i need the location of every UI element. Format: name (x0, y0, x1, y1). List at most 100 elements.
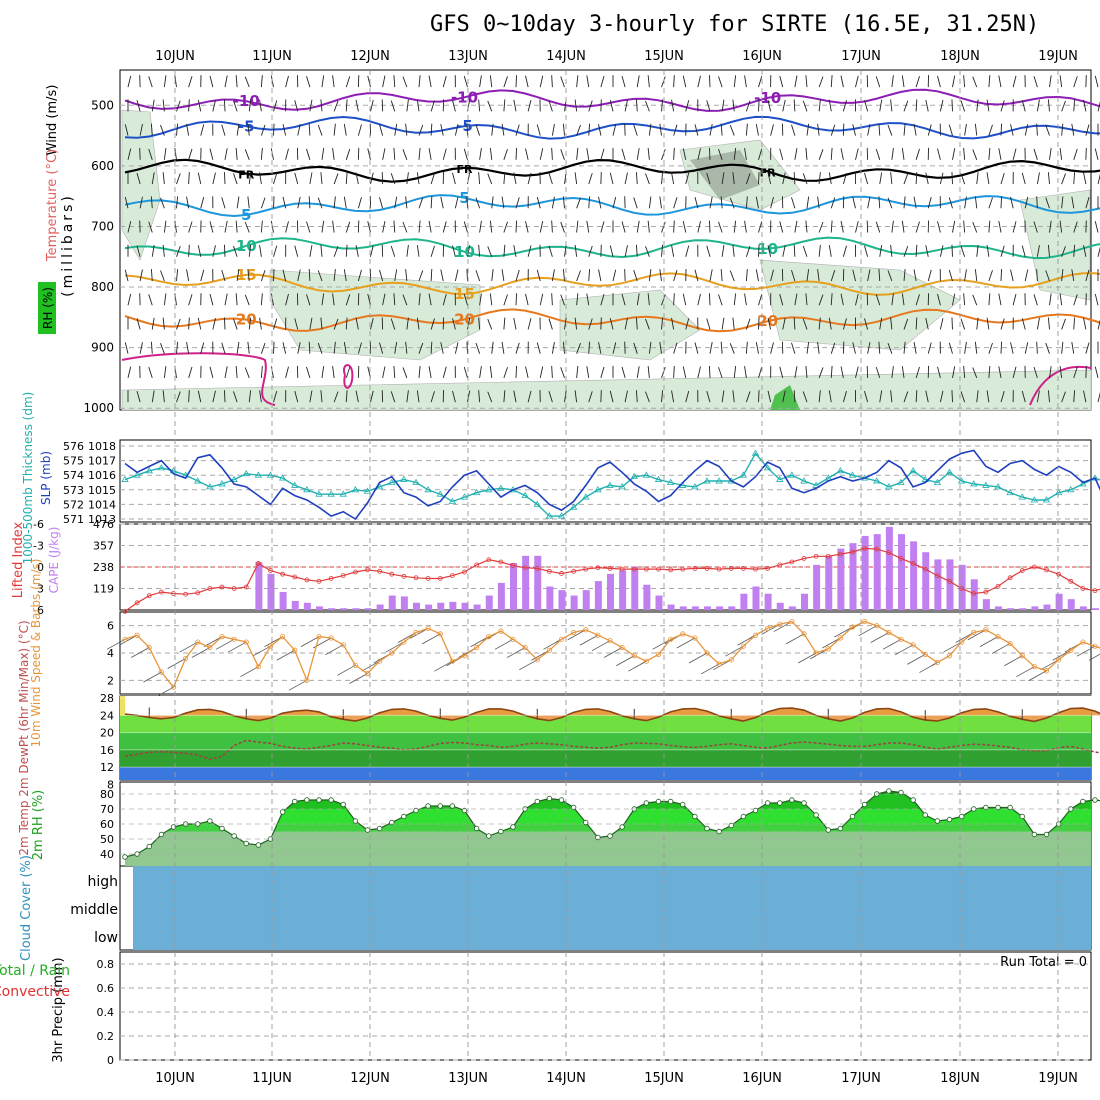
wind-barb (842, 390, 847, 403)
wind-barb (852, 124, 856, 136)
cloud-level-label: low (94, 930, 118, 946)
cape-bar (461, 602, 469, 610)
wind-barb (802, 318, 808, 330)
wind-barb (233, 318, 238, 330)
wind-barb (393, 365, 396, 378)
wind-barb (188, 76, 193, 88)
cape-bar (497, 582, 505, 610)
wind-barb (151, 390, 155, 403)
wind-barb (501, 341, 505, 354)
wind-barb (745, 173, 751, 185)
wind-barb (867, 342, 871, 354)
wind-barb (513, 172, 517, 185)
wind-barb (247, 123, 250, 136)
wind-barb (576, 366, 579, 378)
temp-tick: 16 (100, 744, 114, 757)
rh-point (898, 789, 904, 796)
thickness-point (388, 478, 396, 485)
cape-bar (413, 602, 420, 610)
thickness-point (897, 478, 905, 485)
thickness-point (521, 491, 529, 499)
wind-barb (986, 244, 990, 257)
wind-speed-point (655, 651, 662, 657)
thickness-point (569, 503, 578, 510)
wind-barb (903, 100, 909, 112)
day-label-bottom: 19JUN (1038, 1071, 1078, 1086)
wind-barb (682, 75, 687, 88)
wind-barb (163, 293, 167, 306)
rh-tick: 60 (100, 818, 114, 831)
li-point (959, 586, 965, 591)
li-point (158, 589, 164, 595)
wind-barb (671, 390, 675, 403)
wind-barb (503, 317, 506, 330)
wind-barb (1000, 245, 1005, 257)
wind-barb (793, 390, 796, 403)
wind-barb (805, 220, 808, 233)
wind-barb (186, 123, 190, 136)
wind-barb (964, 341, 967, 354)
wind-barb-10m (870, 632, 890, 643)
wind-barb (903, 391, 909, 403)
li-point (1068, 578, 1074, 584)
thickness-point (982, 481, 990, 488)
wind-barb (960, 100, 966, 112)
wind-barb (260, 270, 266, 282)
thickness-point (654, 475, 663, 482)
wind-barb (744, 366, 747, 378)
wind-barb (887, 197, 893, 209)
cape-bar (995, 606, 1002, 610)
wind-barb (1021, 100, 1026, 112)
cape-bar (946, 559, 954, 610)
wind-barb (732, 99, 735, 112)
li-point (255, 561, 261, 566)
wind-barb (818, 390, 821, 403)
wind-barb (454, 124, 459, 136)
wind-barb (887, 343, 893, 354)
wind-barb (221, 269, 226, 282)
wind-barb (151, 172, 155, 185)
wind-barb (317, 342, 323, 354)
li-point (583, 566, 589, 572)
wind-speed-point (1068, 647, 1074, 653)
wind-barb (720, 269, 723, 282)
wind-barb (706, 172, 711, 185)
rh-point (910, 797, 916, 803)
wind-speed-point (558, 636, 565, 642)
wind-barb-10m (494, 638, 514, 650)
wind-speed-point (740, 643, 746, 649)
wind-barb (879, 390, 883, 403)
wind-barb (744, 293, 747, 306)
wind-barb (1073, 221, 1078, 233)
wind-barb (588, 391, 593, 403)
pressure-tick: 700 (91, 219, 114, 233)
wind-barb (370, 318, 374, 330)
wind-barb (828, 390, 832, 403)
wind-speed-point (413, 629, 419, 636)
wind-barb (333, 269, 336, 282)
wind-barb (671, 245, 675, 257)
cloud-level-label: middle (70, 902, 118, 918)
panel-frame-slp (119, 439, 1092, 523)
cape-bar (631, 566, 639, 610)
thickness-point (666, 478, 675, 485)
wind-barb (830, 293, 833, 306)
rh-point (292, 798, 298, 805)
thickness-point (315, 490, 323, 497)
thickness-point (957, 477, 966, 484)
wind-barb (452, 390, 456, 403)
rh-point (934, 818, 941, 824)
wind-speed-point (789, 618, 795, 625)
thickness-point (824, 474, 832, 481)
wind-barb (259, 317, 262, 330)
thickness-point (291, 481, 299, 488)
wind-speed-point (825, 646, 831, 652)
wind-speed-point (158, 669, 164, 675)
wind-barb (1012, 293, 1017, 306)
wind-barb (840, 366, 844, 378)
cloud-level-label: high (87, 874, 118, 890)
wind-barb (621, 294, 626, 306)
wind-barb (136, 245, 141, 257)
wind-speed-point (631, 653, 637, 659)
wind-barb (345, 294, 351, 306)
